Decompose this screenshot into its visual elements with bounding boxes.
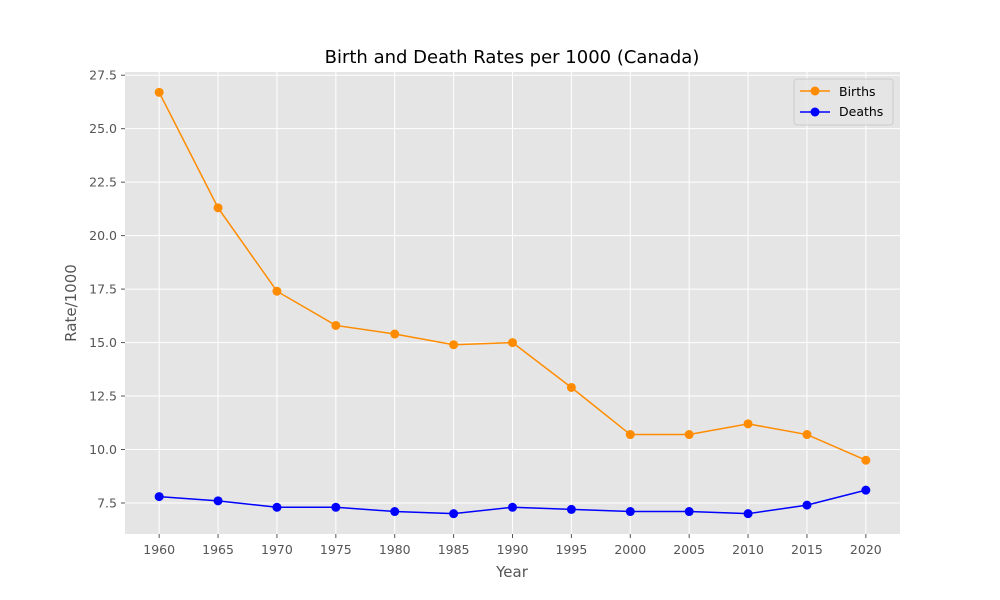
x-tick-label: 1970 xyxy=(261,542,293,557)
births-point xyxy=(449,340,459,350)
y-axis-label: Rate/1000 xyxy=(62,264,80,342)
deaths-point xyxy=(743,509,753,519)
x-tick-label: 2000 xyxy=(614,542,646,557)
x-tick-label: 1965 xyxy=(202,542,234,557)
births-point xyxy=(272,286,282,296)
legend: Births Deaths xyxy=(793,78,894,126)
x-tick-label: 1985 xyxy=(438,542,470,557)
deaths-point xyxy=(625,507,635,517)
x-tick-label: 2015 xyxy=(791,542,823,557)
births-point xyxy=(390,329,400,339)
chart-title: Birth and Death Rates per 1000 (Canada) xyxy=(325,47,700,68)
deaths-point xyxy=(213,496,223,506)
x-axis-label: Year xyxy=(495,563,529,581)
deaths-point xyxy=(272,502,282,512)
series-births xyxy=(154,87,871,465)
x-tick-label: 1960 xyxy=(143,542,175,557)
births-point xyxy=(213,203,223,213)
series-deaths xyxy=(154,485,871,519)
births-point xyxy=(154,87,164,97)
grid-lines xyxy=(125,72,900,534)
x-tick-label: 1990 xyxy=(497,542,529,557)
x-tick-label: 2020 xyxy=(850,542,882,557)
y-tick-label: 25.0 xyxy=(89,121,117,136)
deaths-point xyxy=(449,509,459,519)
y-tick-label: 10.0 xyxy=(89,442,117,457)
deaths-point xyxy=(154,492,164,502)
births-point xyxy=(684,430,694,440)
births-point xyxy=(331,320,341,330)
legend-deaths-label: Deaths xyxy=(839,104,883,119)
births-point xyxy=(861,455,871,465)
deaths-point xyxy=(390,507,400,517)
x-tick-label: 1975 xyxy=(320,542,352,557)
deaths-point xyxy=(684,507,694,517)
y-tick-label: 15.0 xyxy=(89,335,117,350)
births-point xyxy=(508,338,517,348)
legend-deaths-marker xyxy=(810,107,820,117)
x-tick-label: 1995 xyxy=(555,542,587,557)
deaths-point xyxy=(566,504,576,514)
deaths-point xyxy=(508,502,517,512)
y-tick-label: 7.5 xyxy=(97,495,117,510)
births-point xyxy=(625,430,635,440)
x-tick-label: 2010 xyxy=(732,542,764,557)
deaths-point xyxy=(802,500,812,510)
legend-births-marker xyxy=(810,86,820,96)
series-layer xyxy=(154,87,871,519)
y-tick-label: 12.5 xyxy=(89,389,117,404)
deaths-point xyxy=(861,485,871,495)
x-tick-label: 2005 xyxy=(673,542,705,557)
y-tick-label: 20.0 xyxy=(89,228,117,243)
x-tick-label: 1980 xyxy=(379,542,411,557)
y-tick-label: 22.5 xyxy=(89,175,117,190)
deaths-point xyxy=(331,502,341,512)
births-point xyxy=(743,419,753,429)
y-tick-label: 27.5 xyxy=(89,68,117,83)
births-point xyxy=(802,430,812,440)
births-point xyxy=(566,382,576,392)
y-tick-label: 17.5 xyxy=(89,282,117,297)
axis-ticks: 1960 1965 1970 1975 1980 1985 1990 1995 2000 2005… xyxy=(89,68,882,557)
legend-births-label: Births xyxy=(839,84,876,99)
